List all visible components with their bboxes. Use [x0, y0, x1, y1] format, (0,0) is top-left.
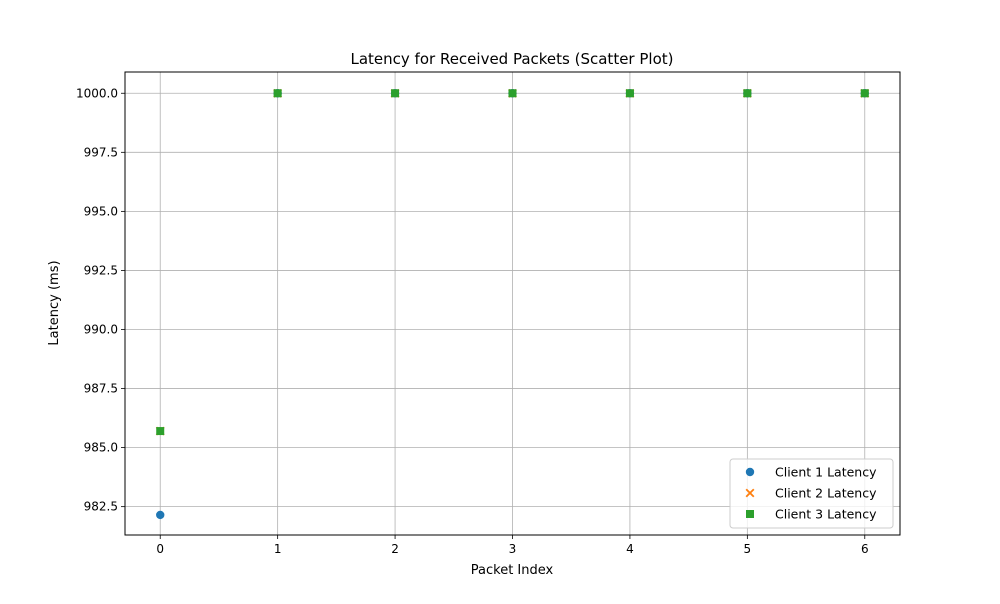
legend-marker: [745, 488, 755, 498]
data-point: [156, 427, 165, 436]
legend-label: Client 2 Latency: [775, 486, 877, 501]
grid-lines: [125, 72, 900, 535]
legend-item: Client 3 Latency: [746, 507, 877, 522]
legend-label: Client 3 Latency: [775, 507, 877, 522]
legend-marker: [746, 510, 754, 518]
series-client-3: [156, 89, 869, 436]
y-tick-label: 982.5: [84, 500, 118, 514]
x-tick-label: 1: [274, 542, 282, 556]
data-point: [508, 89, 517, 98]
x-tick-label: 0: [156, 542, 164, 556]
x-tick-label: 6: [861, 542, 869, 556]
data-point: [273, 89, 282, 98]
legend-item: Client 2 Latency: [745, 486, 877, 501]
legend-item: Client 1 Latency: [745, 465, 877, 480]
y-tick-label: 995.0: [84, 204, 118, 218]
legend-marker: [745, 467, 755, 477]
y-tick-label: 997.5: [84, 145, 118, 159]
data-point: [743, 89, 752, 98]
x-tick-label: 5: [744, 542, 752, 556]
axis-ticks: 0 1 2 3 4 5 6 982.5 985.0 987.5 990.0 992.5 995.0 997…: [76, 86, 869, 556]
x-axis-label: Packet Index: [471, 563, 554, 578]
legend-label: Client 1 Latency: [775, 465, 877, 480]
data-point: [156, 510, 165, 520]
data-point: [391, 89, 400, 98]
legend: Client 1 Latency Client 2 Latency Client 3…: [729, 458, 894, 529]
y-tick-label: 1000.0: [76, 86, 118, 100]
x-tick-label: 4: [626, 542, 634, 556]
y-tick-label: 990.0: [84, 322, 118, 336]
chart-title: Latency for Received Packets (Scatter Pl…: [351, 50, 674, 68]
data-point: [860, 89, 869, 98]
y-tick-label: 985.0: [84, 441, 118, 455]
data-points: [155, 88, 870, 520]
x-tick-label: 2: [391, 542, 399, 556]
x-tick-label: 3: [509, 542, 517, 556]
legend-box: [729, 458, 894, 529]
y-axis-label: Latency (ms): [47, 260, 62, 345]
y-tick-label: 992.5: [84, 263, 118, 277]
x-marker-stroke: [745, 488, 755, 498]
data-point: [625, 89, 634, 98]
y-tick-label: 987.5: [84, 382, 118, 396]
